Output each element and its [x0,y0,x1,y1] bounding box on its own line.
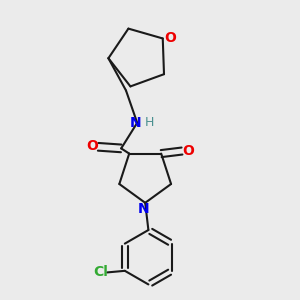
Text: O: O [164,31,176,44]
Text: O: O [86,139,98,153]
Text: H: H [145,116,154,129]
Text: O: O [182,144,194,158]
Text: Cl: Cl [93,266,108,279]
Text: N: N [138,202,149,216]
Text: N: N [130,116,141,130]
